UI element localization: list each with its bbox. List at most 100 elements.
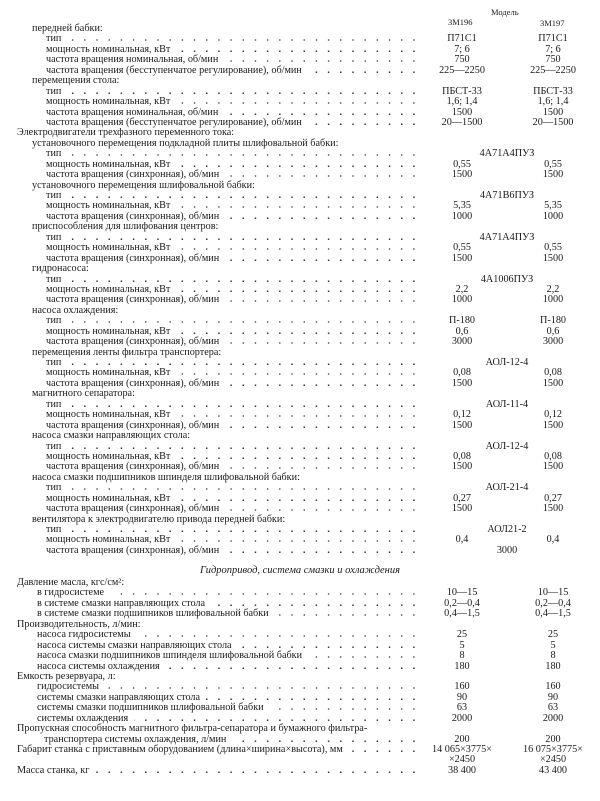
spec-row: установочного перемещения шлифовальной б… <box>0 180 600 191</box>
spec-label: частота вращения номинальная, об/мин <box>46 106 219 118</box>
spec-label: мощность номинальная, кВт <box>46 534 171 546</box>
spec-label: частота вращения (бесступенчатое регулир… <box>46 116 302 128</box>
spec-row: гидросистемы 160 160 <box>0 681 600 693</box>
value-3m197: 1500 <box>542 106 564 118</box>
dot-leader <box>105 682 420 693</box>
spec-row: Габарит станка с приставным оборудование… <box>0 744 600 756</box>
value-3m197: 63 <box>547 702 559 714</box>
value-3m197: 3000 <box>542 336 564 348</box>
spec-row: насоса системы охлаждения 180 180 <box>0 660 600 672</box>
value-3m197: П71С1 <box>538 33 568 45</box>
spec-row: Производительность, л/мин: <box>0 619 600 630</box>
spec-row: мощность номинальная, кВт 1,6; 1,4 1,6; 1,… <box>0 96 600 108</box>
spec-label: частота вращения (синхронная), об/мин <box>46 377 220 389</box>
spec-label: частота вращения (синхронная), об/мин <box>46 252 220 264</box>
spec-row: магнитного сепаратора: <box>0 388 600 399</box>
spec-label: насоса гидросистемы <box>37 629 131 641</box>
value-3m197: 0,08 <box>544 367 562 379</box>
value-3m196: 1000 <box>451 294 473 306</box>
dot-leader <box>176 326 420 338</box>
value-3m197: 0,12 <box>544 409 562 421</box>
spec-label: Пропускная способность магнитного фильтр… <box>17 723 368 735</box>
spec-label: системы смазки подшипников шлифовальной … <box>37 702 264 714</box>
spec-row: тип 4А71А4ПУЗ <box>0 231 600 244</box>
value-3m196: 38 400 <box>447 764 476 776</box>
value-3m197: 0,55 <box>544 158 562 170</box>
dot-leader <box>67 232 420 244</box>
dot-leader <box>110 588 420 599</box>
value-both-models: 4А1006ПУЗ <box>480 273 534 285</box>
spec-label: мощность номинальная, кВт <box>46 409 171 421</box>
dot-leader <box>176 535 420 546</box>
value-3m197: 43 400 <box>538 764 567 776</box>
value-3m197: 750 <box>545 54 561 66</box>
spec-label: гидронасоса: <box>32 263 89 275</box>
dot-leader <box>176 284 420 296</box>
spec-label: перемещения стола: <box>32 75 120 87</box>
dot-leader <box>176 44 420 56</box>
value-3m197: ×2450 <box>539 754 567 766</box>
value-3m197: 2,2 <box>546 283 560 295</box>
spec-row: мощность номинальная, кВт 7; 6 7; 6 <box>0 44 600 56</box>
value-3m196: 8 <box>459 650 465 662</box>
spec-label: мощность номинальная, кВт <box>46 283 171 295</box>
dot-leader <box>176 201 420 212</box>
spec-row: тип П-180 П-180 <box>0 315 600 327</box>
spec-label: насоса системы охлаждения <box>37 660 160 672</box>
spec-row: частота вращения (синхронная), об/мин 150… <box>0 503 600 515</box>
dot-leader <box>176 159 420 171</box>
spec-label: в системе смазки направляющих стола <box>37 597 206 609</box>
dot-leader <box>211 598 420 610</box>
dot-leader <box>67 399 420 411</box>
spec-label: тип <box>46 273 62 285</box>
value-3m197: 180 <box>545 660 561 672</box>
model-header-label: Модель <box>491 7 519 17</box>
spec-row: Электродвигатели трехфазного переменного… <box>0 127 600 138</box>
spec-row: частота вращения номинальная, об/мин 1500… <box>0 106 600 118</box>
value-3m197: 16 075×3775× <box>523 744 583 755</box>
value-3m197: 20—1500 <box>532 116 574 128</box>
value-both-models: 3000 <box>496 544 518 556</box>
value-3m196: 0,55 <box>453 158 471 170</box>
spec-row: тип 4А71А4ПУЗ <box>0 148 600 160</box>
spec-row: частота вращения (бесступенчатое регулир… <box>0 64 600 77</box>
spec-row: частота вращения (синхронная), об/мин 150… <box>0 169 600 181</box>
value-both-models: АОЛ-11-4 <box>485 398 529 410</box>
spec-label: тип <box>46 315 62 327</box>
spec-label: транспортера системы охлаждения, л/мин <box>44 733 227 745</box>
spec-row: тип АОЛ-21-4 <box>0 482 600 494</box>
value-3m197: 0,2—0,4 <box>535 597 571 609</box>
dot-leader <box>308 651 420 662</box>
dot-leader <box>176 410 420 421</box>
spec-row: в гидросистеме 10—15 10—15 <box>0 587 600 599</box>
spec-label: насоса смазки направляющих стола: <box>32 430 191 442</box>
dot-leader <box>224 55 420 66</box>
value-3m196: 0,27 <box>453 492 471 504</box>
spec-label: тип <box>46 231 62 243</box>
spec-row: тип ПБСТ-33 ПБСТ-33 <box>0 86 600 98</box>
value-3m196: 200 <box>454 733 470 745</box>
value-3m197: 1500 <box>542 503 564 515</box>
value-3m197: 160 <box>545 681 561 693</box>
dot-leader <box>176 368 420 379</box>
value-3m196: 225—2250 <box>439 64 485 76</box>
value-3m197: 10—15 <box>537 587 569 599</box>
dot-leader <box>67 34 420 45</box>
dot-leader <box>67 274 420 285</box>
value-3m196: 0,2—0,4 <box>444 597 480 609</box>
spec-label: мощность номинальная, кВт <box>46 450 171 462</box>
model-column-3m196: 3М196 <box>448 17 473 27</box>
value-both-models: АОЛ-12-4 <box>485 440 529 452</box>
spec-label: мощность номинальная, кВт <box>46 367 171 379</box>
dot-leader <box>166 661 420 672</box>
spec-row: тип АОЛ21-2 <box>0 524 600 536</box>
spec-label: насоса охлаждения: <box>32 304 119 316</box>
value-3m196: 0,55 <box>453 242 471 254</box>
value-3m197: 1,6; 1,4 <box>537 96 569 108</box>
dot-leader <box>137 630 420 641</box>
value-3m196: 3000 <box>451 336 473 348</box>
value-3m196: 1000 <box>451 210 473 222</box>
dot-leader <box>176 97 420 108</box>
spec-row: насоса смазки подшипников шпинделя шлифо… <box>0 472 600 483</box>
spec-label: перемещения ленты фильтра транспортера: <box>32 346 222 358</box>
